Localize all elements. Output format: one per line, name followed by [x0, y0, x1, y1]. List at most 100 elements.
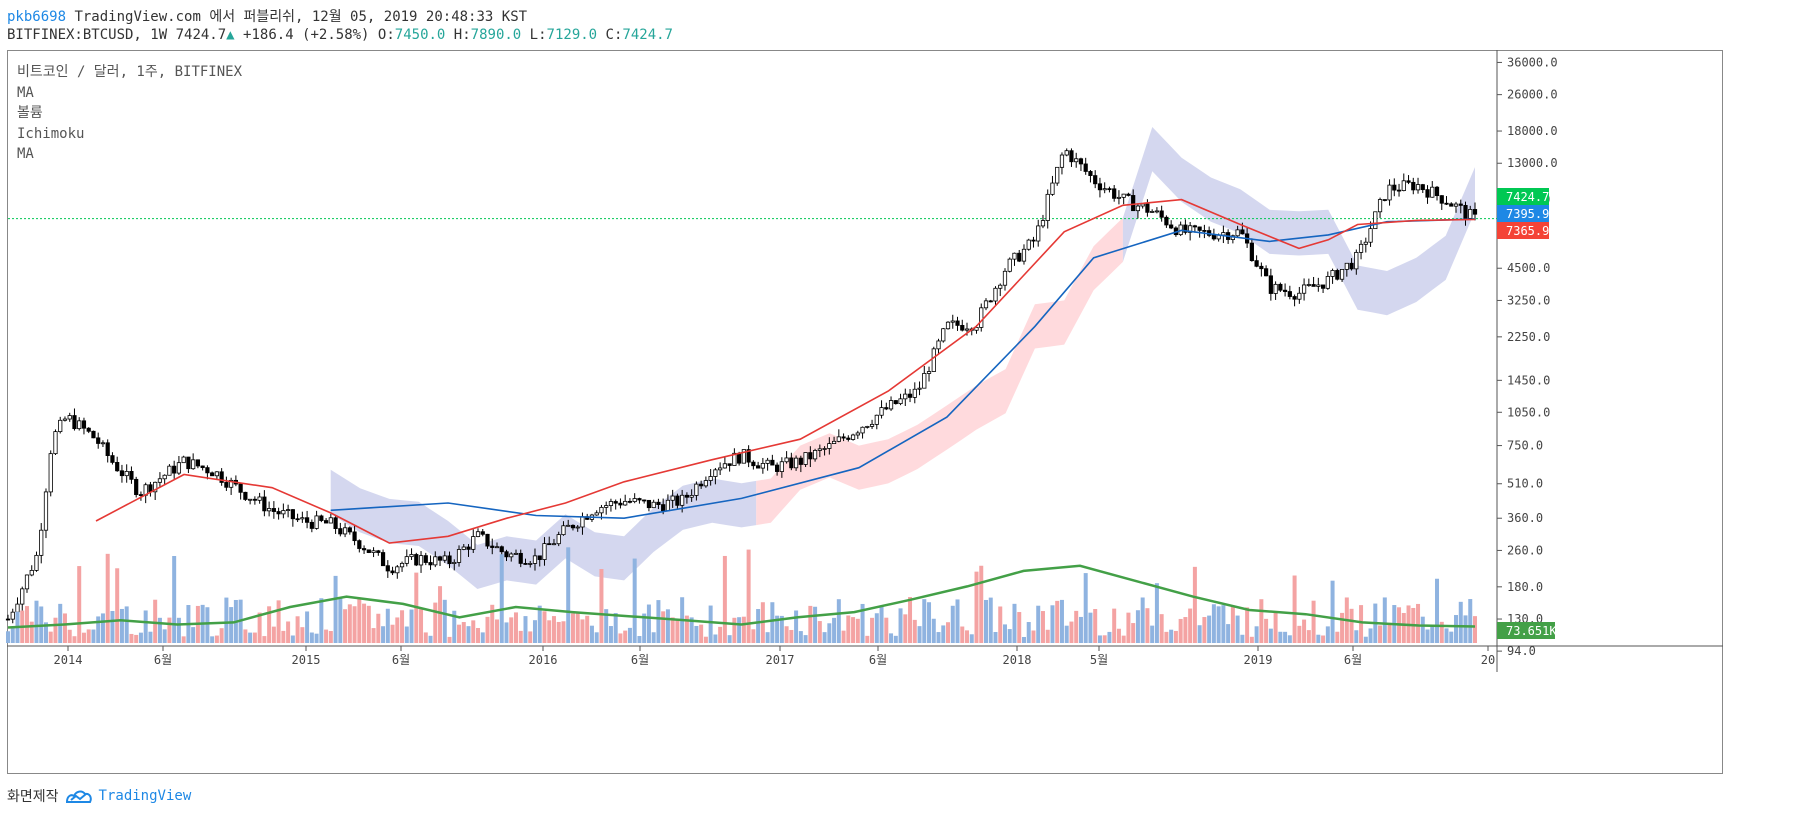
volume-bar: [338, 597, 343, 643]
candle-body: [1420, 184, 1425, 191]
candle-body: [1112, 188, 1117, 199]
legend-symbol[interactable]: 비트코인 / 달러, 1주, BITFINEX: [17, 64, 243, 80]
candle-body: [950, 320, 955, 323]
volume-bar: [1017, 612, 1022, 643]
candle-body: [390, 570, 395, 574]
volume-bar: [580, 619, 585, 643]
candle-body: [570, 524, 576, 529]
volume-bar: [1216, 606, 1221, 643]
volume-bar: [324, 629, 329, 643]
candle-body: [471, 536, 476, 550]
candle-body: [1211, 234, 1216, 240]
volume-bar: [452, 610, 457, 643]
volume-bar: [1468, 599, 1473, 643]
candle-body: [1192, 225, 1197, 228]
candle-body: [1387, 184, 1392, 201]
y-tick-label: 510.0: [1507, 477, 1543, 491]
candle-body: [1093, 175, 1098, 185]
tradingview-brand[interactable]: TradingView: [98, 788, 192, 804]
candle-body: [361, 548, 367, 551]
candle-body: [926, 371, 932, 374]
candle-body: [24, 574, 30, 590]
volume-bar: [409, 609, 414, 643]
volume-bar: [1254, 626, 1259, 643]
open-value: 7450.0: [394, 27, 446, 43]
volume-bar: [390, 624, 395, 643]
volume-bar: [988, 597, 993, 643]
candle-body: [1335, 270, 1340, 280]
volume-bar: [328, 631, 333, 643]
low-value: 7129.0: [546, 27, 598, 43]
candle-body: [267, 508, 272, 512]
volume-bar: [675, 618, 680, 643]
legend-ichimoku[interactable]: Ichimoku: [17, 125, 85, 142]
candle-body: [380, 552, 386, 567]
volume-bar: [1230, 606, 1235, 643]
candle-body: [1406, 180, 1411, 183]
x-tick-label: 2018: [1003, 653, 1032, 667]
volume-bar: [1463, 615, 1468, 643]
y-tick-label: 4500.0: [1507, 261, 1550, 275]
candle-body: [395, 566, 400, 574]
volume-bar: [1121, 635, 1126, 643]
candle-body: [1463, 205, 1468, 219]
volume-bar: [1036, 605, 1041, 643]
candle-body: [333, 517, 338, 529]
candle-body: [1249, 242, 1254, 262]
volume-bar: [969, 634, 974, 643]
volume-bar: [551, 616, 556, 643]
author-link[interactable]: pkb6698: [7, 9, 67, 25]
volume-bar: [775, 615, 780, 643]
price-badge-label: 7424.7: [1506, 190, 1549, 204]
legend-ma-2[interactable]: MA: [17, 146, 34, 162]
volume-bar: [827, 623, 832, 643]
y-tick-label: 13000.0: [1507, 156, 1558, 170]
legend-volume[interactable]: 볼륨: [17, 105, 43, 121]
candle-body: [699, 483, 704, 487]
volume-bar: [741, 616, 746, 643]
volume-bar: [1150, 625, 1155, 643]
candle-body: [172, 465, 177, 474]
candle-body: [694, 483, 699, 496]
candle-body: [537, 555, 542, 560]
volume-bar: [352, 606, 357, 643]
volume-bar: [874, 613, 879, 643]
chart-frame[interactable]: [7, 50, 1723, 774]
candle-body: [1055, 166, 1060, 184]
volume-bar: [532, 620, 537, 643]
candle-body: [67, 415, 72, 420]
volume-bar: [300, 627, 305, 643]
candle-body: [860, 426, 865, 434]
candle-body: [756, 465, 761, 469]
volume-bar: [1449, 631, 1454, 643]
volume-bar: [509, 617, 514, 643]
candle-body: [29, 570, 34, 576]
volume-bar: [371, 628, 376, 643]
y-tick-label: 18000.0: [1507, 124, 1558, 138]
volume-bar: [518, 630, 523, 643]
candle-body: [1301, 284, 1307, 294]
volume-bar: [1059, 599, 1064, 643]
candle-body: [513, 552, 519, 555]
volume-bar: [314, 633, 319, 643]
candle-body: [290, 509, 295, 520]
candle-body: [214, 471, 219, 477]
volume-bar: [851, 617, 856, 643]
volume-bar: [718, 626, 723, 643]
x-tick-label: 6월: [869, 653, 887, 667]
volume-bar: [1226, 624, 1231, 643]
volume-bar: [537, 605, 542, 643]
candle-body: [162, 474, 167, 480]
candle-body: [1240, 229, 1245, 235]
candle-body: [1135, 205, 1141, 212]
volume-bar: [608, 626, 613, 643]
candle-body: [1392, 184, 1397, 191]
legend-ma-1[interactable]: MA: [17, 84, 34, 101]
candle-body: [855, 432, 860, 436]
volume-bar: [181, 636, 186, 643]
candle-body: [1377, 199, 1383, 213]
candle-body: [1430, 186, 1435, 198]
volume-bar: [176, 617, 181, 643]
candle-body: [376, 550, 381, 553]
